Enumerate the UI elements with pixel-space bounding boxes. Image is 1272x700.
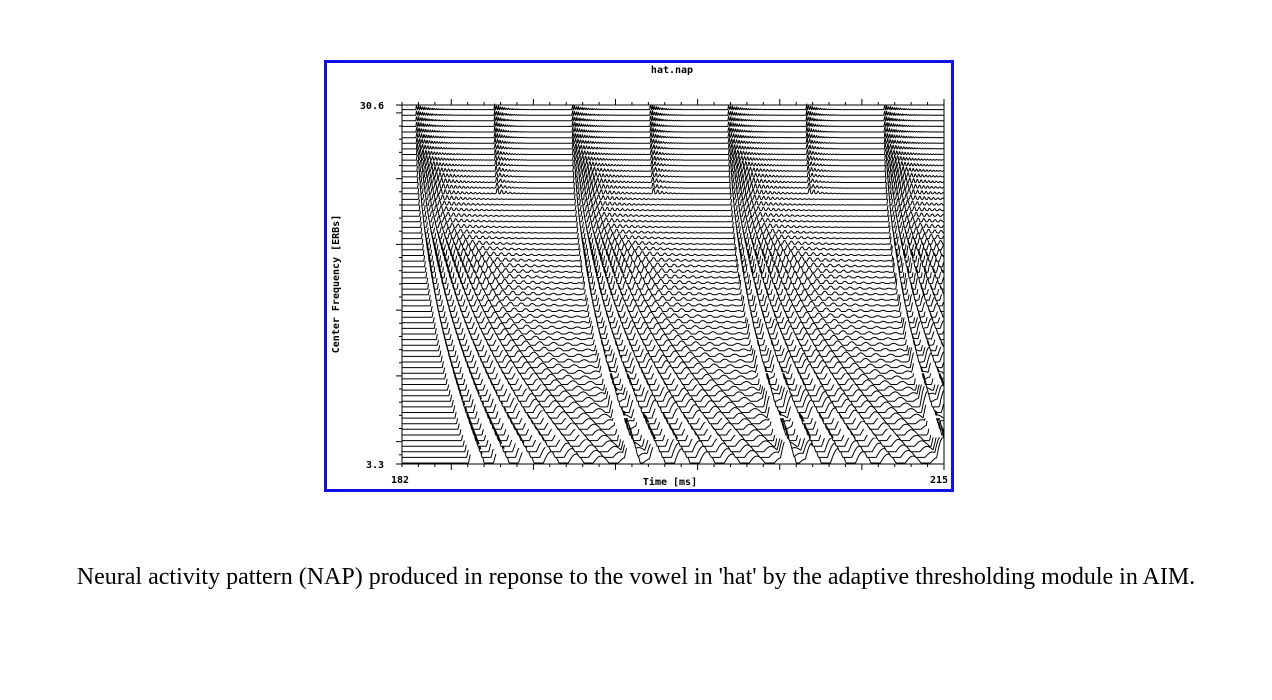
channel-trace [402,211,944,223]
x-axis-label: Time [ms] [643,476,697,488]
channel-trace [402,355,944,374]
channel-trace [402,225,944,240]
channel-trace [402,397,944,419]
channel-trace [402,120,944,127]
channel-trace [402,229,944,245]
channel-trace [402,339,944,357]
channel-trace [402,236,944,256]
channel-trace [402,307,944,324]
channel-trace [402,109,944,116]
channel-trace [402,164,944,178]
chart-title: hat.nap [651,65,693,76]
nap-chart: hat.nap Center Frequency [ERBs] Time [ms… [331,65,948,488]
channel-trace [402,216,944,228]
x-tick-label-left: 182 [391,475,409,486]
channel-trace [402,301,944,318]
y-axis-label: Center Frequency [ERBs] [331,215,342,353]
figure-caption: Neural activity pattern (NAP) produced i… [76,564,1196,590]
channel-trace [402,363,944,385]
channel-trace [402,244,944,268]
channel-trace [402,434,944,458]
channel-trace [402,160,944,172]
axes [396,99,945,470]
channel-trace [402,327,944,346]
channel-trace [402,283,944,301]
channel-trace [402,169,944,183]
channel-trace [402,151,944,161]
channel-trace [402,295,944,312]
channel-trace [402,175,944,189]
channel-trace [402,142,944,150]
channel-trace [402,194,944,206]
channel-traces [402,103,944,464]
channel-trace [402,147,944,155]
channel-trace [402,155,944,167]
channel-trace [402,333,944,352]
channel-trace [402,136,944,144]
y-tick-label-bottom: 3.3 [366,460,384,471]
channel-trace [402,323,944,341]
channel-trace [402,103,944,111]
channel-trace [402,406,944,430]
channel-trace [402,182,944,195]
channel-trace [402,233,944,251]
channel-trace [402,240,944,262]
channel-trace [402,249,944,273]
channel-trace [402,200,944,212]
channel-trace [402,276,944,296]
channel-trace [402,268,944,290]
channel-trace [402,221,944,234]
x-tick-label-right: 215 [930,475,948,486]
nap-figure: hat.nap Center Frequency [ERBs] Time [ms… [324,60,954,492]
channel-trace [402,262,944,284]
channel-trace [402,188,944,200]
channel-trace [402,131,944,139]
channel-trace [402,289,944,307]
channel-trace [402,402,944,425]
channel-trace [402,348,944,369]
channel-trace [402,206,944,217]
channel-trace [402,114,944,122]
channel-trace [402,126,944,133]
channel-trace [402,313,944,329]
y-tick-label-top: 30.6 [360,101,384,112]
